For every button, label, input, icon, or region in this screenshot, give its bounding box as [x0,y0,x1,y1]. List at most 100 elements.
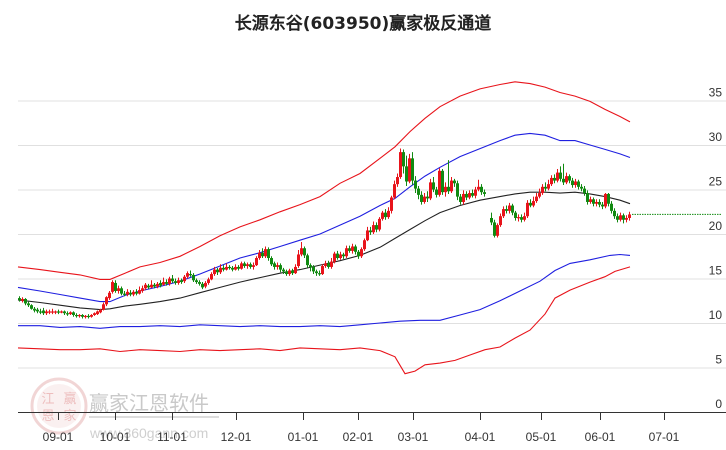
candle [216,269,219,273]
candle [474,189,477,196]
x-tick-label: 12-01 [221,430,252,444]
candle [231,267,234,270]
candle [619,215,622,220]
candle [78,314,81,317]
candle [111,282,114,292]
candle [556,172,559,181]
svg-text:江: 江 [41,392,54,407]
candle [42,310,45,314]
candle [312,266,315,272]
chart-title: 长源东谷(603950)赢家极反通道 [234,14,492,34]
candle [553,177,556,181]
candle [541,186,544,194]
watermark: 江 赢 恩 家 赢家江恩软件 www.360gann.com [30,377,219,441]
candle [414,180,417,189]
inner_lower-line [18,253,631,329]
candle [36,309,39,312]
candle [237,266,240,269]
candle [27,303,30,306]
candle [622,215,625,220]
candle [336,253,339,259]
candle [309,265,312,267]
candle [138,290,141,294]
candle [616,216,619,220]
candle [180,280,183,283]
candle [601,204,604,207]
x-tick-label: 06-01 [585,430,616,444]
candle [550,177,553,185]
candle [210,274,213,280]
candles [18,148,631,319]
candle [348,248,351,251]
candle [450,180,453,192]
svg-text:恩: 恩 [41,409,54,424]
candle [366,230,369,241]
candle [607,193,610,204]
y-tick-label: 5 [715,353,722,367]
y-tick-label: 20 [709,219,723,233]
candle [222,267,225,270]
candle [580,186,583,189]
candle [321,266,324,275]
candle [523,216,526,220]
candle [240,263,243,269]
candle [282,269,285,272]
candle [219,267,222,273]
candle [105,297,108,305]
candle [490,217,493,223]
candle [399,152,402,178]
candle [441,170,444,193]
candle [625,217,628,220]
candle [141,288,144,291]
candle [327,263,330,267]
candle [384,212,387,218]
candle [411,158,414,181]
candle [571,180,574,186]
candle [435,189,438,195]
outer_lower-line [17,266,631,375]
candle [234,266,237,270]
candle [75,314,78,317]
candle [456,183,459,197]
candle [586,193,589,202]
candle [318,273,321,275]
candle [72,312,75,315]
candle [33,308,36,311]
candle [493,222,496,236]
candle [183,276,186,282]
candle [462,193,465,202]
candle [306,255,309,266]
candle [339,254,342,259]
candle [195,280,198,283]
candle [387,210,390,218]
channel-bands [17,81,631,375]
candle [423,196,426,202]
candle [156,283,159,287]
candle [252,265,255,267]
candle [60,311,63,313]
candle [511,205,514,213]
candle [574,181,577,186]
candle [225,266,228,270]
axes: 09-01 10-01 11-01 12-01 01-01 02-01 03-01 04-01… [18,412,726,444]
svg-text:赢: 赢 [63,391,76,407]
candle [120,288,123,294]
candle [480,186,483,193]
candle [354,246,357,252]
candle [583,188,586,194]
candle [114,282,117,291]
candle [628,214,631,218]
candle [420,194,423,202]
candle [264,249,267,257]
candle [468,193,471,198]
candle [204,282,207,287]
candle [532,201,535,206]
candle [57,311,60,313]
candle [288,270,291,275]
candle [613,210,616,217]
y-tick-label: 10 [709,308,723,322]
candle [291,270,294,274]
watermark-seal-icon: 江 赢 恩 家 [30,377,88,435]
candle [315,271,318,274]
